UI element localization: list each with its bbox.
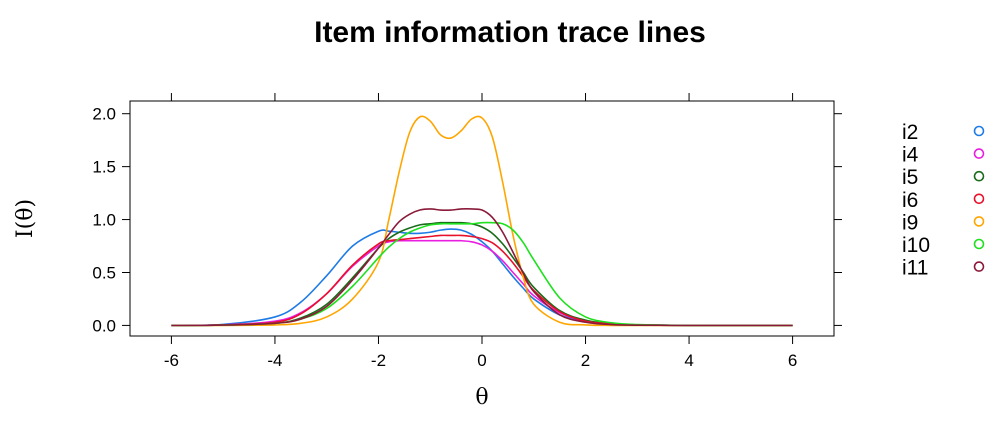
series-line-i6 [171,234,793,327]
y-tick-label: 2.0 [92,105,116,124]
chart-title: Item information trace lines [314,16,706,49]
x-tick-label: 2 [581,351,590,370]
plot-frame [129,100,835,337]
legend-marker-i5 [973,170,985,182]
legend-label-i9: i9 [902,211,918,234]
x-axis-label: θ [475,385,488,410]
x-tick-label: -6 [164,351,179,370]
x-tick-label: -4 [267,351,282,370]
y-axis-label: I(θ) [13,199,38,238]
x-tick-label: 6 [788,351,797,370]
x-tick-label: 0 [477,351,486,370]
y-tick-label: 1.5 [92,158,116,177]
legend-marker-i10 [973,238,985,250]
series-line-i11 [171,208,793,327]
legend-label-i5: i5 [902,166,918,189]
legend-marker-i9 [973,216,985,227]
series-line-i9 [171,115,793,327]
axis-ticks: -6 -4 -2 0 2 4 6 0.0 0.5 1.0 1.5 2.0 [92,93,842,370]
x-tick-label: -2 [371,351,386,370]
legend-marker-i2 [973,125,985,137]
legend-label-i2: i2 [902,121,918,144]
y-tick-label: 0.0 [92,316,116,335]
series-line-i2 [171,228,793,327]
series-line-i4 [171,239,793,327]
y-tick-label: 1.0 [92,211,116,230]
y-tick-label: 0.5 [92,263,116,282]
x-tick-label: 4 [684,351,693,370]
series-line-i10 [171,221,793,327]
legend-marker-i4 [973,148,985,159]
legend-marker-i6 [973,193,985,205]
series-lines [171,115,793,327]
legend-label-i11: i11 [902,257,928,280]
legend-marker-i11 [973,261,985,272]
legend-label-i6: i6 [902,189,918,212]
legend-label-i10: i10 [902,234,930,257]
legend-label-i4: i4 [902,144,919,167]
